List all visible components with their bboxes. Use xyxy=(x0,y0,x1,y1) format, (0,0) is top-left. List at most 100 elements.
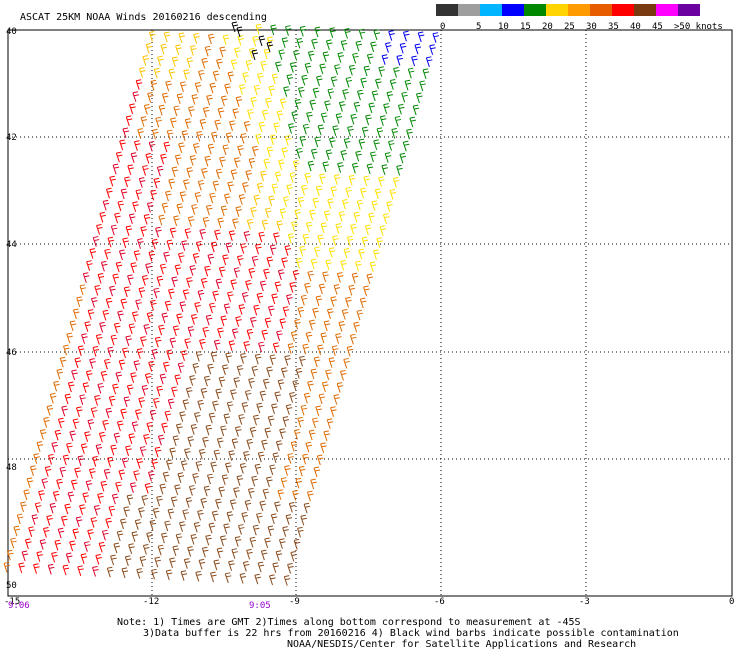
wind-barb xyxy=(79,284,87,295)
legend-swatch xyxy=(634,4,656,16)
wind-barb xyxy=(284,25,292,36)
wind-barb xyxy=(287,343,295,354)
wind-barb xyxy=(256,292,264,304)
wind-barb xyxy=(278,538,286,549)
wind-barb xyxy=(183,69,190,80)
wind-barb xyxy=(190,534,198,545)
wind-barb xyxy=(409,116,416,128)
wind-barbs xyxy=(3,21,440,586)
wind-barb xyxy=(381,54,389,65)
note-line-1: Note: 1) Times are GMT 2)Times along bot… xyxy=(117,617,581,628)
wind-barb xyxy=(207,253,215,265)
wind-barb xyxy=(249,316,257,328)
wind-barb xyxy=(251,49,259,61)
wind-barb xyxy=(432,32,440,43)
wind-barb xyxy=(197,289,205,301)
wind-barb xyxy=(69,540,76,552)
wind-barb xyxy=(208,302,216,314)
wind-barb xyxy=(127,164,134,176)
wind-barb xyxy=(108,395,116,407)
wind-barb xyxy=(256,402,263,414)
wind-barb xyxy=(133,250,141,261)
wind-barb xyxy=(158,104,166,116)
wind-barb xyxy=(271,403,278,415)
wind-barb xyxy=(238,414,245,425)
wind-barb xyxy=(142,543,150,555)
wind-barb xyxy=(164,520,171,532)
wind-barb xyxy=(100,370,108,382)
wind-barb xyxy=(326,308,334,319)
wind-barb xyxy=(228,230,236,241)
wind-barb xyxy=(358,28,366,40)
legend-swatch xyxy=(502,4,524,16)
wind-barb xyxy=(238,84,246,95)
wind-barb xyxy=(13,525,21,537)
wind-barb xyxy=(198,448,206,460)
wind-barb xyxy=(131,311,139,322)
wind-barb xyxy=(320,332,327,344)
wind-barb xyxy=(236,365,244,376)
wind-barb xyxy=(280,477,288,488)
wind-barb xyxy=(184,338,191,349)
wind-barb xyxy=(291,221,298,232)
wind-barb xyxy=(148,250,156,262)
wind-barb xyxy=(358,138,366,150)
wind-barb xyxy=(31,514,39,525)
wind-barb xyxy=(94,395,101,406)
wind-barb xyxy=(284,465,291,476)
wind-barb xyxy=(178,142,185,153)
wind-barb xyxy=(236,26,244,38)
wind-barb xyxy=(350,223,357,235)
wind-barb xyxy=(86,260,93,271)
legend-swatch xyxy=(590,4,612,16)
wind-barb xyxy=(161,202,169,214)
wind-barb xyxy=(202,106,210,118)
wind-barb xyxy=(207,143,215,155)
wind-barb xyxy=(153,287,160,299)
wind-barb xyxy=(340,150,348,161)
wind-barb xyxy=(341,199,349,210)
wind-barb xyxy=(388,30,395,41)
wind-barb xyxy=(105,407,113,419)
wind-barb xyxy=(141,385,149,396)
wind-barb xyxy=(240,353,247,364)
lat-label: 50 xyxy=(6,581,17,591)
wind-barb xyxy=(133,360,141,371)
wind-barb xyxy=(267,305,275,317)
wind-barb xyxy=(152,128,159,140)
wind-barb xyxy=(21,550,29,562)
wind-barb xyxy=(319,173,326,185)
wind-barb xyxy=(260,60,267,72)
wind-barb xyxy=(361,126,369,138)
wind-barb xyxy=(205,534,212,546)
wind-barb xyxy=(202,216,210,228)
wind-barb xyxy=(253,84,261,96)
wind-barb xyxy=(335,223,342,234)
wind-barb xyxy=(57,527,65,539)
wind-barb xyxy=(171,166,179,178)
wind-barb xyxy=(243,450,250,462)
wind-barb xyxy=(247,487,255,499)
wind-barb xyxy=(176,313,183,325)
wind-barb xyxy=(148,140,156,152)
wind-barb xyxy=(159,373,167,385)
wind-barb xyxy=(62,564,70,576)
wind-barb xyxy=(285,404,293,415)
wind-barb xyxy=(96,224,103,235)
wind-barb xyxy=(294,208,302,220)
wind-barb xyxy=(59,466,67,478)
wind-barb xyxy=(164,190,172,202)
wind-barb xyxy=(386,201,393,212)
wind-barb xyxy=(41,478,49,489)
wind-barb xyxy=(105,517,112,529)
wind-barb xyxy=(162,471,170,483)
wind-barb xyxy=(180,570,188,581)
wind-barb xyxy=(349,333,357,345)
wind-barb xyxy=(182,509,189,520)
wind-barb xyxy=(170,117,177,129)
wind-barb xyxy=(389,79,397,90)
wind-barb xyxy=(84,431,91,442)
wind-barb xyxy=(172,325,180,337)
wind-barb xyxy=(376,237,383,248)
wind-barb xyxy=(251,145,259,157)
